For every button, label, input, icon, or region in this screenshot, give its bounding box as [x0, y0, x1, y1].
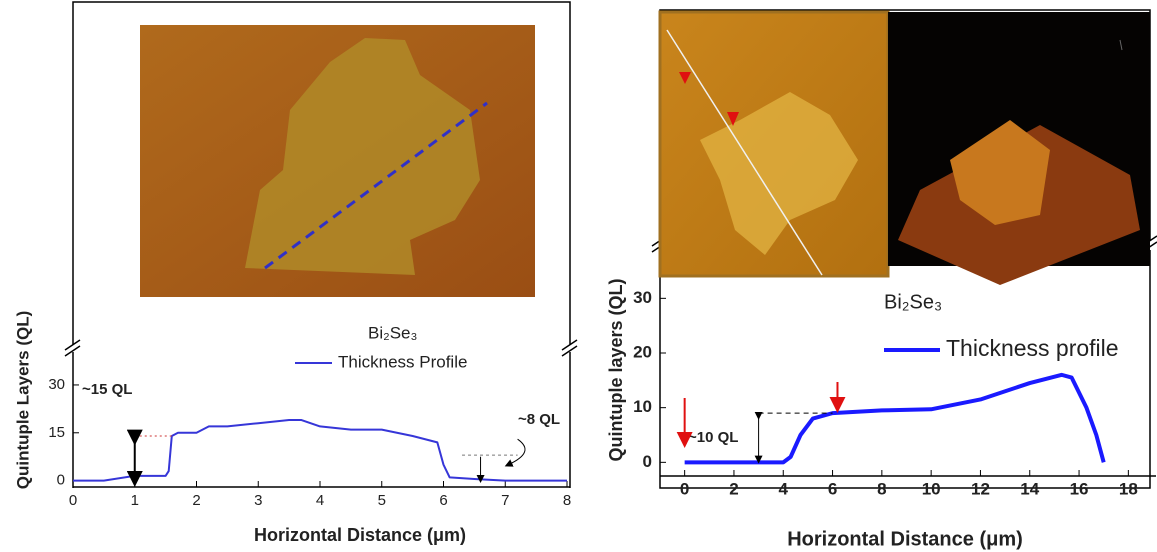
y-tick-label: 10	[633, 397, 652, 416]
pointer	[508, 439, 525, 465]
x-axis-label: Horizontal Distance (μm)	[787, 528, 1023, 550]
x-tick-label: 18	[1119, 479, 1138, 498]
annotation: ~15 QL	[82, 381, 132, 398]
x-tick-label: 3	[254, 492, 262, 509]
x-tick-label: 16	[1070, 479, 1089, 498]
y-tick-label: 20	[633, 342, 652, 361]
afm-image-left	[140, 25, 535, 297]
x-tick-label: 12	[971, 479, 990, 498]
x-tick-label: 4	[316, 492, 324, 509]
afm-image-right	[660, 12, 1150, 285]
y-tick-label: 0	[643, 452, 652, 471]
x-tick-label: 2	[729, 479, 738, 498]
x-tick-label: 10	[922, 479, 941, 498]
x-tick-label: 2	[192, 492, 200, 509]
formula: Bi₂Se₃	[884, 291, 942, 313]
x-tick-label: 4	[779, 479, 789, 498]
x-tick-label: 0	[680, 479, 689, 498]
x-tick-label: 8	[877, 479, 886, 498]
x-tick-label: 14	[1020, 479, 1039, 498]
profile-line	[685, 375, 1104, 462]
legend-label: Thickness Profile	[338, 352, 467, 371]
y-tick-label: 30	[48, 376, 65, 393]
annotation: ~8 QL	[518, 411, 560, 428]
figure: 01234567801530Horizontal Distance (μm)Qu…	[0, 0, 1157, 552]
x-tick-label: 1	[131, 492, 139, 509]
legend-label: Thickness profile	[946, 335, 1119, 361]
y-tick-label: 15	[48, 424, 65, 441]
y-tick-label: 30	[633, 288, 652, 307]
x-tick-label: 8	[563, 492, 571, 509]
y-tick-label: 0	[57, 472, 65, 489]
y-axis-label: Quintuple Layers (QL)	[13, 311, 32, 490]
y-axis-label: Quintuple layers (QL)	[606, 278, 626, 461]
x-tick-label: 6	[439, 492, 447, 509]
x-tick-label: 0	[69, 492, 77, 509]
profile-line	[73, 420, 567, 481]
x-tick-label: 7	[501, 492, 509, 509]
annotation: ~10 QL	[688, 429, 738, 446]
x-tick-label: 5	[378, 492, 386, 509]
x-tick-label: 6	[828, 479, 837, 498]
x-axis-label: Horizontal Distance (μm)	[254, 525, 466, 545]
formula: Bi₂Se₃	[368, 323, 417, 342]
